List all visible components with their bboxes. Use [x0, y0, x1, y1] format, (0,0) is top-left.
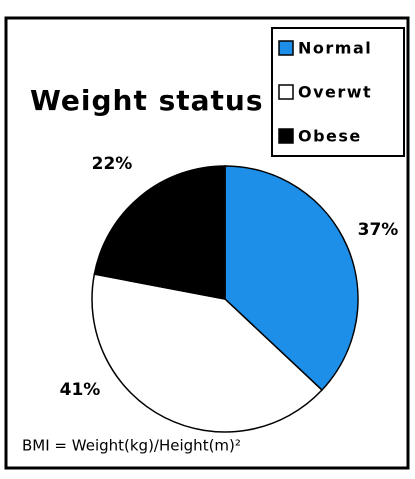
note: BMI = Weight(kg)/Height(m)²: [22, 437, 241, 455]
pie-slice: [91, 273, 324, 433]
chart-title: Weight status: [30, 84, 264, 117]
data-label: 41%: [60, 380, 101, 400]
pie-slice: [93, 165, 226, 300]
data-label: 22%: [92, 154, 133, 174]
legend-label: Obese: [298, 127, 362, 146]
pie-slice: [224, 165, 359, 392]
legend: [271, 27, 405, 157]
legend-swatch: [278, 40, 294, 56]
legend-label: Normal: [298, 39, 372, 58]
legend-swatch: [278, 84, 294, 100]
data-label: 37%: [358, 220, 399, 240]
legend-label: Overwt: [298, 83, 372, 102]
legend-swatch: [278, 128, 294, 144]
